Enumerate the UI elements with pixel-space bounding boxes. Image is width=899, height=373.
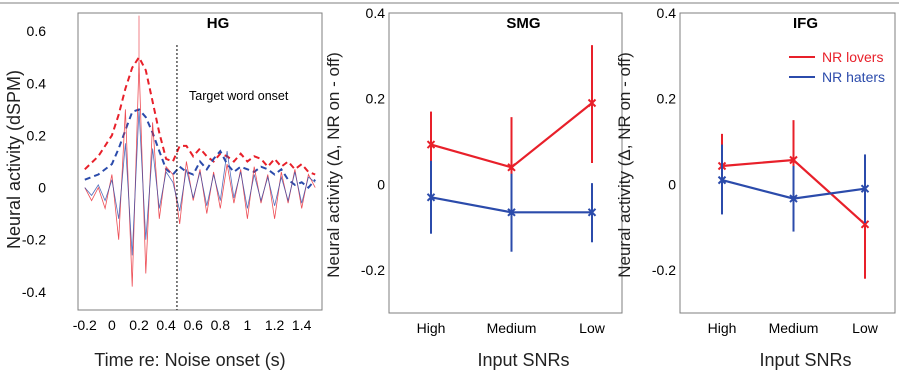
ifg-plot-frame [679, 12, 896, 314]
hg-title: HG [207, 15, 230, 32]
smg-x-tick-label: Low [579, 320, 606, 336]
hg-x-axis-label: Time re: Noise onset (s) [94, 350, 285, 370]
smg-x-tick-label: Medium [487, 320, 537, 336]
ifg-blue-data-point [789, 194, 798, 203]
hg-x-tick-label: 0.8 [211, 317, 231, 333]
ifg-x-axis-label: Input SNRs [759, 350, 851, 370]
hg-x-tick-label: 0.2 [129, 317, 149, 333]
smg-panel: SMG -0.2 0 0.2 0.4 High Medium Low Input SNRs Neu… [324, 5, 623, 370]
ifg-y-axis-label: Neural activity (Δ, NR on - off) [615, 52, 634, 278]
hg-x-tick-label: 1.2 [265, 317, 285, 333]
smg-blue-data-point [426, 193, 436, 202]
smg-x-tick-label: High [417, 320, 446, 336]
smg-red-data-point [507, 163, 516, 172]
smg-y-tick-label: 0.2 [366, 91, 386, 107]
ifg-y-tick-label: 0.4 [657, 5, 677, 21]
smg-y-tick-label: 0 [377, 176, 385, 192]
target-onset-label: Target word onset [189, 89, 289, 103]
hg-series-blue-solid-thin-line [84, 109, 316, 256]
smg-y-axis-label: Neural activity (Δ, NR on - off) [324, 52, 343, 278]
smg-title: SMG [506, 15, 540, 32]
hg-y-axis-label: Neural activity (dSPM) [4, 70, 24, 249]
hg-plot-frame [77, 12, 323, 311]
ifg-x-tick-label: High [708, 320, 737, 336]
hg-y-tick-label: -0.4 [22, 284, 46, 300]
hg-series-blue-dashed-line [84, 108, 316, 189]
ifg-red-data-point [789, 155, 798, 165]
smg-plot-frame [388, 12, 623, 314]
ifg-x-tick-label: Medium [769, 320, 819, 336]
hg-x-tick-label: 0.6 [183, 317, 203, 333]
smg-red-data-point [587, 98, 597, 108]
ifg-legend-label: NR lovers [822, 49, 883, 65]
hg-x-tick-label: 1 [244, 317, 252, 333]
ifg-y-tick-label: 0.2 [657, 91, 677, 107]
smg-x-axis-label: Input SNRs [477, 350, 569, 370]
hg-x-tick-label: 0 [108, 317, 116, 333]
hg-y-tick-label: 0.2 [27, 127, 47, 143]
smg-y-tick-label: 0.4 [366, 5, 386, 21]
ifg-x-tick-label: Low [852, 320, 879, 336]
ifg-legend-label: NR haters [822, 69, 885, 85]
hg-y-tick-label: 0.6 [27, 23, 47, 39]
ifg-y-tick-label: 0 [668, 176, 676, 192]
smg-blue-data-point [587, 208, 597, 217]
ifg-title: IFG [793, 15, 818, 32]
hg-x-tick-label: -0.2 [73, 317, 97, 333]
ifg-red-data-point [860, 220, 870, 229]
hg-x-tick-label: 0.4 [156, 317, 176, 333]
ifg-y-tick-label: -0.2 [652, 262, 676, 278]
hg-x-tick-label: 1.4 [292, 317, 312, 333]
ifg-blue-data-point [860, 184, 870, 193]
smg-y-tick-label: -0.2 [361, 262, 385, 278]
hg-y-tick-label: -0.2 [22, 232, 46, 248]
smg-red-data-point [426, 140, 436, 149]
hg-panel: Target word onset HG -0.2 0 0.2 0.4 0.6 0.8 1 1.2… [4, 12, 323, 370]
smg-blue-data-point [507, 208, 516, 217]
hg-y-tick-label: 0.4 [27, 75, 47, 91]
ifg-blue-data-point [717, 175, 727, 185]
hg-series-red-dashed-line [84, 55, 316, 176]
hg-y-tick-label: 0 [38, 180, 46, 196]
hg-series-red-solid-thin-line [84, 62, 316, 287]
